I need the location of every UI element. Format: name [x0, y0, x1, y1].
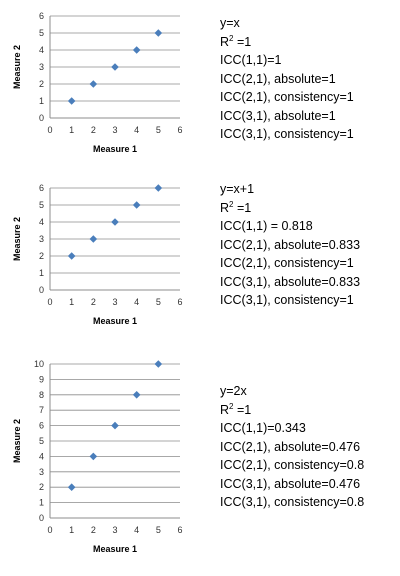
icc-line: ICC(2,1), consistency=1	[220, 90, 354, 104]
y-tick-label: 6	[39, 11, 44, 21]
y-tick-label: 9	[39, 374, 44, 384]
data-point	[111, 421, 119, 430]
icc-line: ICC(2,1), absolute=0.476	[220, 439, 361, 454]
data-point	[111, 218, 119, 226]
x-tick-label: 5	[156, 125, 161, 135]
icc-line: ICC(3,1), consistency=1	[220, 127, 354, 141]
y-tick-label: 6	[39, 421, 44, 431]
scatter-chart-1: 0 1 2 3 4 5 6 0 1 2 3 4 5 6 Measure 1 Measure 2	[12, 11, 183, 154]
data-point	[132, 46, 141, 54]
r-squared-label: R2 =1	[220, 33, 252, 49]
data-point	[67, 97, 76, 105]
y-tick-label: 1	[39, 498, 44, 508]
icc-line: ICC(2,1), consistency=1	[220, 256, 354, 270]
y-tick-label: 0	[39, 513, 44, 523]
equation-label: y=2x	[220, 384, 247, 398]
x-tick-label: 2	[91, 525, 96, 535]
icc-line: ICC(3,1), consistency=0.8	[220, 495, 365, 509]
data-point	[67, 483, 76, 491]
y-tick-label: 7	[39, 405, 44, 415]
y-tick-label: 4	[39, 217, 44, 227]
x-tick-label: 6	[177, 297, 182, 307]
y-tick-label: 8	[39, 390, 44, 400]
icc-line: ICC(2,1), absolute=1	[220, 71, 336, 86]
data-point	[154, 360, 163, 368]
x-tick-label: 6	[177, 525, 182, 535]
y-tick-label: 0	[39, 113, 44, 123]
x-tick-label: 1	[69, 525, 74, 535]
x-tick-label: 2	[91, 125, 96, 135]
icc-line: ICC(3,1), absolute=1	[220, 108, 336, 123]
icc-line: ICC(1,1)=0.343	[220, 421, 306, 435]
x-tick-label: 5	[156, 297, 161, 307]
y-tick-label: 5	[39, 28, 44, 38]
y-axis-title: Measure 2	[12, 419, 22, 463]
x-tick-label: 4	[134, 525, 139, 535]
data-point	[132, 201, 141, 209]
data-point	[67, 252, 76, 260]
y-tick-label: 4	[39, 45, 44, 55]
annotation-block-3: y=2x R2 =1 ICC(1,1)=0.343 ICC(2,1), abso…	[220, 382, 364, 512]
data-point	[89, 235, 98, 243]
x-tick-label: 1	[69, 297, 74, 307]
scatter-chart-2: 0 1 2 3 4 5 6 0 1 2 3 4 5 6 Measure 1 Measure 2	[12, 183, 183, 326]
y-axis-title: Measure 2	[12, 45, 22, 89]
y-tick-label: 1	[39, 268, 44, 278]
y-tick-label: 2	[39, 251, 44, 261]
x-axis-title: Measure 1	[93, 316, 137, 326]
data-point	[132, 391, 141, 399]
x-tick-label: 6	[177, 125, 182, 135]
icc-line: ICC(3,1), absolute=0.833	[220, 274, 361, 289]
x-tick-label: 4	[134, 125, 139, 135]
data-point	[89, 80, 98, 88]
icc-line: ICC(1,1) = 0.818	[220, 219, 313, 233]
chart-panel-1: 0 1 2 3 4 5 6 0 1 2 3 4 5 6 Measure 1 Measure 2 y=x R2 …	[0, 0, 400, 176]
y-tick-label: 3	[39, 467, 44, 477]
icc-line: ICC(1,1)=1	[220, 53, 282, 67]
scatter-chart-3: 0 1 2 3 4 5 6 7 8 9 10 0 1 2 3 4 5 6 Measure 1 Measure 2	[12, 359, 183, 554]
y-tick-label: 3	[39, 234, 44, 244]
data-point	[111, 63, 119, 71]
x-tick-label: 2	[91, 297, 96, 307]
y-tick-label: 5	[39, 436, 44, 446]
y-tick-label: 10	[34, 359, 44, 369]
x-tick-label: 1	[69, 125, 74, 135]
chart-panel-2: 0 1 2 3 4 5 6 0 1 2 3 4 5 6 Measure 1 Measure 2 y=x+1 R…	[0, 176, 400, 352]
icc-line: ICC(3,1), absolute=0.476	[220, 476, 361, 491]
x-tick-label: 0	[47, 297, 52, 307]
y-tick-label: 1	[39, 96, 44, 106]
r-squared-label: R2 =1	[220, 401, 252, 417]
icc-line: ICC(2,1), consistency=0.8	[220, 458, 365, 472]
x-tick-label: 3	[112, 525, 117, 535]
y-tick-label: 3	[39, 62, 44, 72]
annotation-block-2: y=x+1 R2 =1 ICC(1,1) = 0.818 ICC(2,1), a…	[220, 180, 360, 310]
annotation-block-1: y=x R2 =1 ICC(1,1)=1 ICC(2,1), absolute=…	[220, 14, 354, 144]
x-axis-title: Measure 1	[93, 144, 137, 154]
data-point	[154, 29, 163, 37]
data-point	[154, 184, 163, 192]
equation-label: y=x+1	[220, 182, 255, 196]
x-tick-label: 0	[47, 125, 52, 135]
x-tick-label: 3	[112, 125, 117, 135]
x-axis-title: Measure 1	[93, 544, 137, 554]
x-tick-label: 5	[156, 525, 161, 535]
x-tick-label: 3	[112, 297, 117, 307]
icc-line: ICC(3,1), consistency=1	[220, 293, 354, 307]
y-tick-label: 5	[39, 200, 44, 210]
y-axis-title: Measure 2	[12, 217, 22, 261]
data-point	[89, 452, 98, 461]
y-tick-label: 6	[39, 183, 44, 193]
x-tick-label: 0	[47, 525, 52, 535]
chart-panel-3: 0 1 2 3 4 5 6 7 8 9 10 0 1 2 3 4 5 6 Measure 1 Measure 2 y=…	[0, 352, 400, 576]
x-tick-label: 4	[134, 297, 139, 307]
y-tick-label: 0	[39, 285, 44, 295]
y-tick-label: 2	[39, 79, 44, 89]
icc-line: ICC(2,1), absolute=0.833	[220, 237, 361, 252]
r-squared-label: R2 =1	[220, 199, 252, 215]
equation-label: y=x	[220, 16, 240, 30]
y-tick-label: 4	[39, 451, 44, 461]
y-tick-label: 2	[39, 482, 44, 492]
